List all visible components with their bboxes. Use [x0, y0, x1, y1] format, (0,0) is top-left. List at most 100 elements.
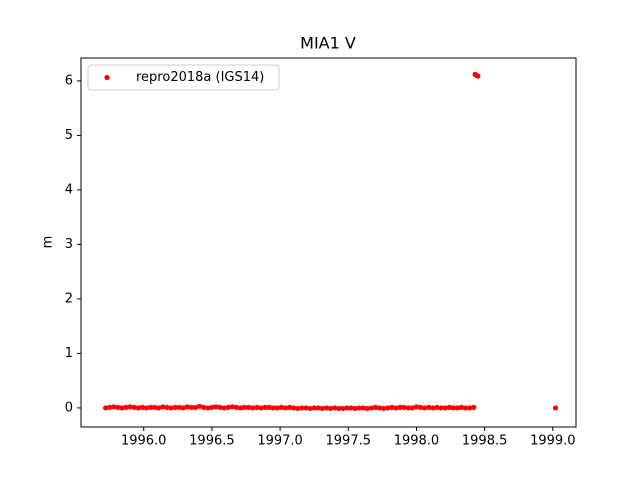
point	[471, 404, 477, 410]
point	[364, 405, 370, 412]
point	[352, 405, 358, 412]
point	[307, 405, 313, 412]
point	[188, 404, 195, 410]
point	[311, 405, 317, 411]
point	[168, 405, 174, 411]
point	[225, 404, 231, 410]
legend-marker	[104, 74, 110, 81]
point	[434, 404, 440, 410]
legend-label: repro2018a (IGS14)	[136, 70, 264, 85]
point	[430, 405, 436, 411]
point	[209, 404, 215, 410]
x-tick-label: 1996.5	[189, 434, 235, 449]
point	[417, 404, 424, 410]
y-tick-label: 2	[65, 291, 73, 306]
point	[450, 405, 456, 411]
point	[426, 404, 432, 410]
point	[258, 405, 264, 411]
point	[115, 404, 121, 410]
point	[156, 405, 162, 411]
point	[413, 404, 420, 410]
x-tick-label: 1998.5	[462, 434, 508, 449]
point	[143, 405, 150, 411]
point	[332, 405, 338, 411]
point	[552, 405, 559, 411]
point	[131, 404, 137, 410]
point	[250, 405, 256, 411]
point	[180, 405, 186, 411]
point	[135, 405, 141, 411]
x-tick-label: 1998.0	[394, 434, 440, 449]
point	[315, 405, 321, 411]
point	[348, 405, 354, 411]
point	[127, 404, 133, 410]
point	[102, 405, 109, 411]
point	[197, 403, 203, 409]
point	[213, 404, 219, 410]
point	[119, 405, 125, 411]
point	[274, 405, 280, 411]
x-tick-label: 1997.5	[326, 434, 372, 449]
x-tick-label: 1997.0	[257, 434, 303, 449]
point	[217, 404, 223, 410]
y-tick-label: 0	[65, 400, 73, 415]
y-tick-label: 1	[65, 346, 73, 361]
point	[446, 404, 452, 410]
point	[454, 405, 460, 411]
point	[368, 405, 375, 411]
point	[372, 404, 379, 410]
point	[237, 405, 244, 411]
point	[123, 404, 129, 410]
point	[229, 404, 235, 410]
point	[201, 404, 207, 410]
point	[152, 404, 158, 410]
point	[442, 405, 448, 411]
point	[291, 405, 297, 411]
point	[381, 405, 387, 412]
point	[278, 404, 285, 410]
point	[176, 404, 182, 410]
y-axis-label: m	[41, 236, 56, 249]
point	[340, 405, 346, 412]
point	[360, 405, 366, 411]
point	[462, 405, 469, 411]
point	[111, 404, 117, 410]
point	[475, 73, 481, 79]
point	[233, 404, 240, 410]
point	[160, 404, 166, 410]
point	[327, 405, 334, 412]
point	[246, 404, 252, 410]
point	[323, 405, 330, 411]
point	[295, 405, 301, 412]
chart-title: MIA1 V	[300, 34, 356, 53]
point	[262, 404, 268, 410]
point	[287, 404, 293, 410]
point	[319, 405, 325, 412]
point	[389, 404, 395, 410]
point	[467, 405, 473, 411]
plot-frame	[80, 57, 577, 428]
point	[282, 405, 289, 411]
point	[270, 405, 276, 411]
point	[242, 404, 248, 410]
point	[409, 405, 415, 411]
point	[422, 405, 428, 411]
point	[377, 405, 383, 411]
point	[336, 405, 342, 412]
point	[221, 405, 227, 411]
point	[401, 404, 407, 410]
point	[205, 405, 211, 411]
y-tick-label: 5	[65, 128, 73, 143]
point	[184, 404, 190, 410]
point	[107, 404, 113, 410]
point	[397, 404, 403, 410]
y-tick-label: 3	[65, 237, 73, 252]
point	[458, 404, 465, 410]
point	[192, 404, 199, 410]
point	[356, 405, 362, 411]
point	[405, 405, 411, 411]
point	[266, 404, 272, 410]
point	[139, 404, 145, 410]
y-tick-label: 4	[65, 182, 73, 197]
